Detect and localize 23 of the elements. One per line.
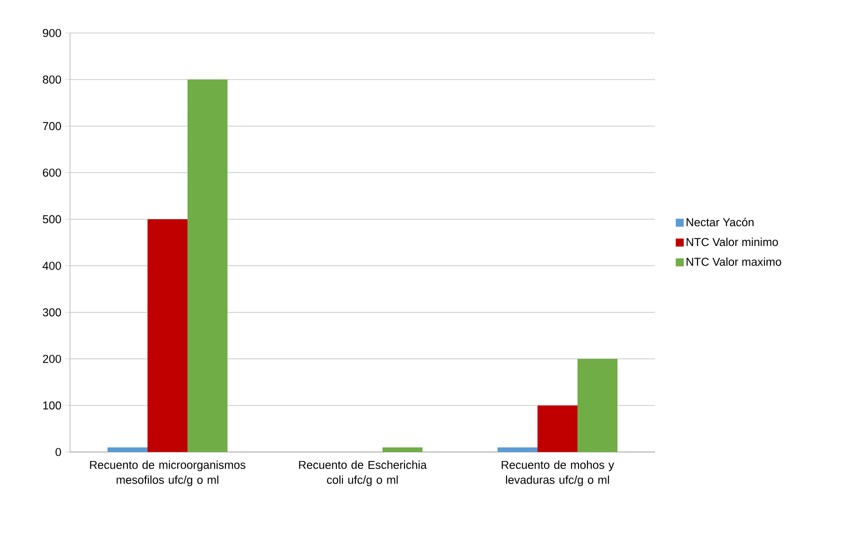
x-tick-label: Recuento de Escherichia coli ufc/g o ml (299, 460, 427, 486)
y-tick-label: 100 (43, 401, 62, 410)
y-tick-label: 700 (42, 122, 62, 130)
legend-label: Nectar Yacón (686, 218, 754, 226)
bar (538, 405, 578, 452)
y-tick-label: 500 (42, 215, 62, 224)
bar (578, 358, 618, 452)
bar (148, 219, 188, 452)
y-tick-label: 0 (56, 448, 62, 456)
y-tick-label: 600 (42, 168, 62, 177)
bar (382, 447, 423, 452)
y-tick-label: 300 (42, 308, 62, 316)
legend-label: NTC Valor minimo (686, 238, 778, 246)
y-tick-label: 800 (42, 75, 62, 84)
bar (188, 80, 228, 452)
y-tick-label: 900 (42, 28, 62, 38)
y-tick-label: 400 (42, 262, 62, 270)
bar (108, 447, 148, 452)
y-tick-label: 200 (42, 354, 62, 363)
legend-label: NTC Valor maximo (686, 257, 782, 266)
x-tick-label: Recuento de microorganismos mesofilos ufc/g o ml (90, 460, 246, 486)
bar (498, 447, 538, 452)
x-tick-label: Recuento de mohos y levaduras ufc/g o ml (502, 460, 614, 486)
